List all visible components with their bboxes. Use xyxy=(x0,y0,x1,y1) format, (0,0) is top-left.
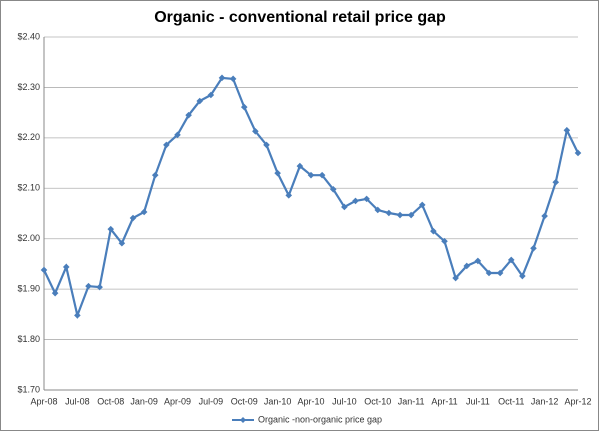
data-point xyxy=(541,212,548,220)
x-tick-label: Jan-09 xyxy=(130,396,158,406)
data-point xyxy=(196,97,204,105)
x-tick-label: Oct-08 xyxy=(97,396,124,406)
data-point xyxy=(318,171,326,179)
data-point xyxy=(530,244,537,252)
data-point xyxy=(107,225,115,233)
data-point xyxy=(363,195,370,203)
x-tick-label: Apr-11 xyxy=(431,396,457,406)
data-point xyxy=(352,197,359,205)
data-point xyxy=(240,103,248,111)
data-point xyxy=(174,131,181,139)
data-point xyxy=(552,178,560,186)
data-point xyxy=(385,209,393,217)
data-point xyxy=(407,211,415,219)
data-point xyxy=(519,272,526,280)
x-tick-label: Oct-10 xyxy=(364,396,391,406)
x-tick-label: Jan-11 xyxy=(398,396,425,406)
y-tick-label: $2.30 xyxy=(17,82,40,92)
x-tick-label: Apr-12 xyxy=(564,396,591,406)
data-point xyxy=(229,75,237,83)
x-tick-label: Jul-11 xyxy=(466,396,490,406)
x-tick-label: Jul-08 xyxy=(65,396,90,406)
data-point xyxy=(430,227,437,235)
data-point xyxy=(474,257,482,265)
data-point xyxy=(496,269,504,277)
data-point xyxy=(463,262,471,270)
x-tick-label: Apr-09 xyxy=(164,396,191,406)
data-point xyxy=(374,206,382,214)
x-tick-label: Jan-10 xyxy=(264,396,292,406)
data-point xyxy=(396,211,404,219)
x-tick-label: Jul-10 xyxy=(332,396,357,406)
x-tick-label: Apr-10 xyxy=(297,396,324,406)
data-point xyxy=(40,266,48,274)
data-point xyxy=(452,274,459,282)
x-tick-label: Jul-09 xyxy=(199,396,224,406)
data-point xyxy=(62,263,70,271)
data-point xyxy=(207,91,215,99)
data-point xyxy=(574,149,582,157)
data-point xyxy=(418,201,426,209)
x-tick-label: Jan-12 xyxy=(531,396,559,406)
data-point xyxy=(151,171,159,179)
y-tick-label: $2.20 xyxy=(17,132,40,142)
chart-title: Organic - conventional retail price gap xyxy=(154,9,446,26)
data-point xyxy=(140,208,148,216)
x-tick-label: Apr-08 xyxy=(30,396,57,406)
data-point xyxy=(118,239,126,247)
y-tick-label: $2.00 xyxy=(17,233,40,243)
data-point xyxy=(507,256,515,264)
data-point xyxy=(163,141,170,149)
data-point xyxy=(74,312,81,319)
data-point xyxy=(185,111,192,119)
y-tick-label: $1.80 xyxy=(17,334,40,344)
legend-marker xyxy=(240,417,246,423)
data-point xyxy=(285,192,293,199)
data-point xyxy=(341,203,348,211)
data-point xyxy=(485,269,493,277)
legend-label: Organic -non-organic price gap xyxy=(258,414,382,424)
data-point xyxy=(51,289,59,297)
data-point xyxy=(96,283,103,291)
x-tick-label: Oct-09 xyxy=(231,396,258,406)
data-point xyxy=(307,171,315,179)
data-point xyxy=(129,214,137,222)
y-tick-label: $1.90 xyxy=(17,284,40,294)
data-point xyxy=(85,282,92,290)
data-point xyxy=(296,162,304,170)
y-tick-label: $1.70 xyxy=(17,384,40,394)
x-tick-label: Oct-11 xyxy=(498,396,524,406)
data-point xyxy=(218,74,226,82)
data-point xyxy=(441,237,448,245)
data-point xyxy=(329,185,337,193)
data-point xyxy=(263,141,270,149)
data-point xyxy=(274,169,281,177)
data-point xyxy=(563,126,571,134)
y-tick-label: $2.10 xyxy=(17,183,40,193)
y-tick-label: $2.40 xyxy=(17,31,40,41)
data-point xyxy=(252,128,259,135)
